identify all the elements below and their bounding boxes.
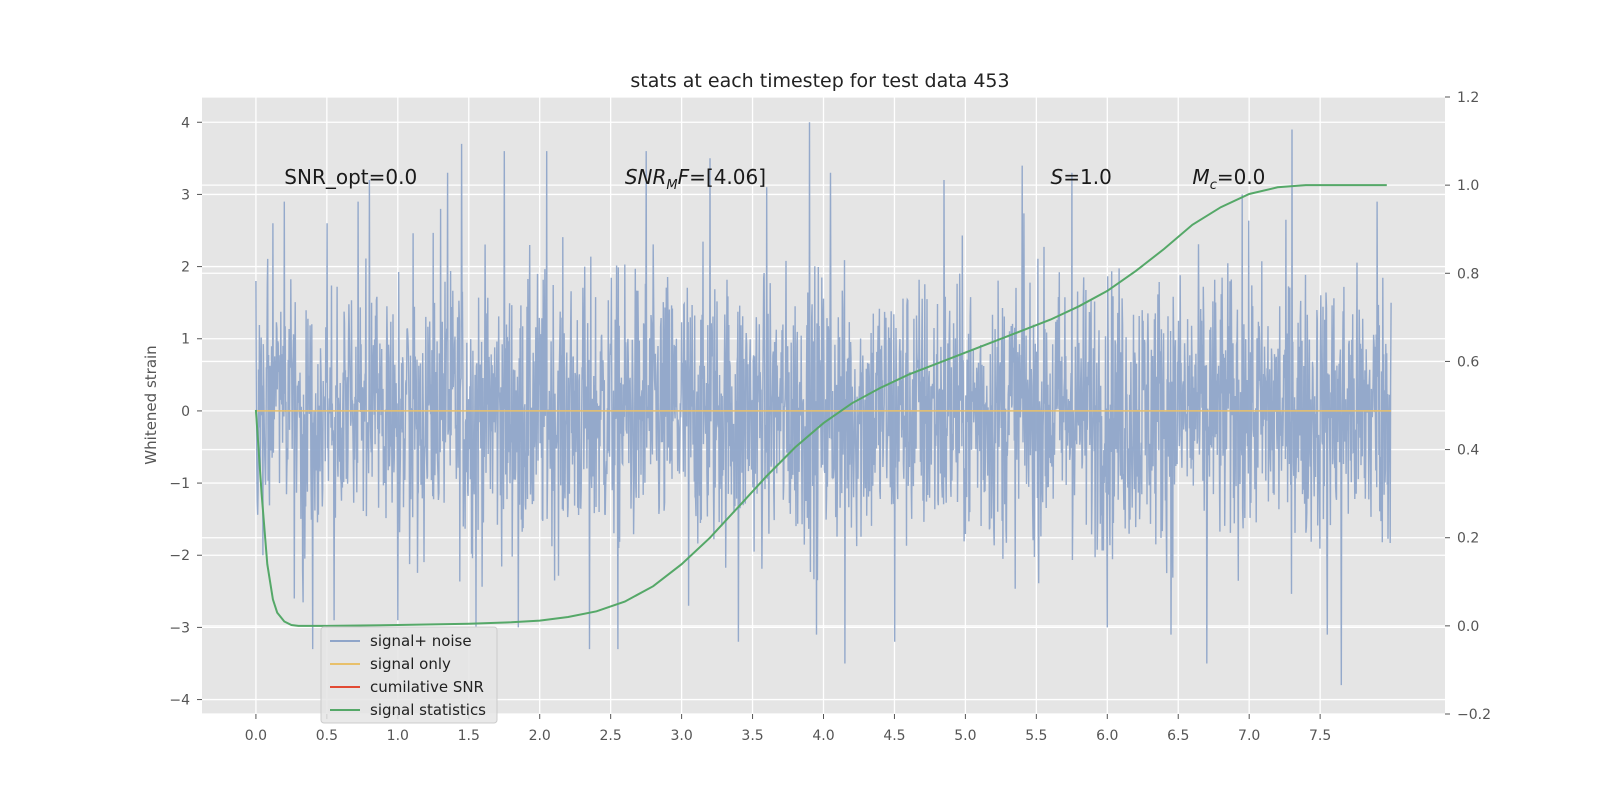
y-tick-label: 3: [181, 187, 190, 203]
y2-tick-label: 0.4: [1457, 443, 1479, 459]
legend: signal+ noise signal only cumilative SNR si…: [320, 626, 498, 724]
legend-label: signal only: [370, 655, 451, 673]
axes: 0.0 0.5 1.0 1.5 2.0 2.5 3.0 3.5 4.0 4.5 5.0 5.5 6.0 6…: [169, 90, 1491, 744]
x-tick-label: 2.5: [600, 728, 622, 744]
x-tick-label: 7.0: [1238, 728, 1260, 744]
series-signal-plus-noise: [255, 122, 1392, 686]
y2-tick-label: 1.2: [1457, 90, 1479, 106]
y-tick-label: −1: [169, 476, 190, 492]
y2-tick-label: 0.8: [1457, 266, 1479, 282]
x-tick-label: 5.0: [954, 728, 976, 744]
annotations: SNR_opt=0.0 SNRMF=[4.06] S=1.0 Mc=0.0: [284, 165, 1265, 193]
y-tick-label: −4: [169, 693, 190, 709]
x-tick-label: 4.0: [812, 728, 834, 744]
series-lines: [254, 184, 1392, 627]
y2-tick-label: 0.2: [1457, 531, 1479, 547]
legend-box: [320, 626, 498, 724]
chart-title: stats at each timestep for test data 453: [630, 70, 1009, 92]
x-tick-label: 0.5: [316, 728, 338, 744]
annotation-mc: Mc=0.0: [1192, 165, 1265, 193]
y-tick-label: −2: [169, 548, 190, 564]
x-tick-label: 1.0: [387, 728, 409, 744]
y-tick-label: −3: [169, 620, 190, 636]
series-line-signal-plus-noise: [255, 122, 1392, 686]
y-axis-label: Whitened strain: [142, 345, 160, 464]
x-tick-label: 6.5: [1167, 728, 1189, 744]
x-tick-label: 2.0: [529, 728, 551, 744]
legend-label: cumilative SNR: [370, 678, 484, 696]
x-tick-label: 0.0: [245, 728, 267, 744]
y-tick-label: 4: [181, 115, 190, 131]
x-tick-label: 6.0: [1096, 728, 1118, 744]
x-tick-label: 4.5: [883, 728, 905, 744]
annotation-snr-mf: SNRMF=[4.06]: [625, 165, 766, 193]
annotation-snr-opt: SNR_opt=0.0: [284, 165, 417, 189]
x-tick-label: 3.0: [670, 728, 692, 744]
series-line-signal-statistics: [254, 184, 1387, 627]
y2-tick-label: 0.0: [1457, 619, 1479, 635]
x-tick-label: 5.5: [1025, 728, 1047, 744]
x-tick-label: 3.5: [741, 728, 763, 744]
y-tick-label: 2: [181, 260, 190, 276]
x-tick-label: 7.5: [1309, 728, 1331, 744]
y2-tick-label: 1.0: [1457, 178, 1479, 194]
x-tick-label: 1.5: [458, 728, 480, 744]
legend-label: signal+ noise: [370, 632, 472, 650]
annotation-s: S=1.0: [1051, 165, 1112, 189]
y2-tick-label: 0.6: [1457, 354, 1479, 370]
legend-label: signal statistics: [370, 701, 486, 719]
y-tick-label: 1: [181, 332, 190, 348]
y-tick-label: 0: [181, 404, 190, 420]
y2-tick-label: −0.2: [1457, 707, 1491, 723]
